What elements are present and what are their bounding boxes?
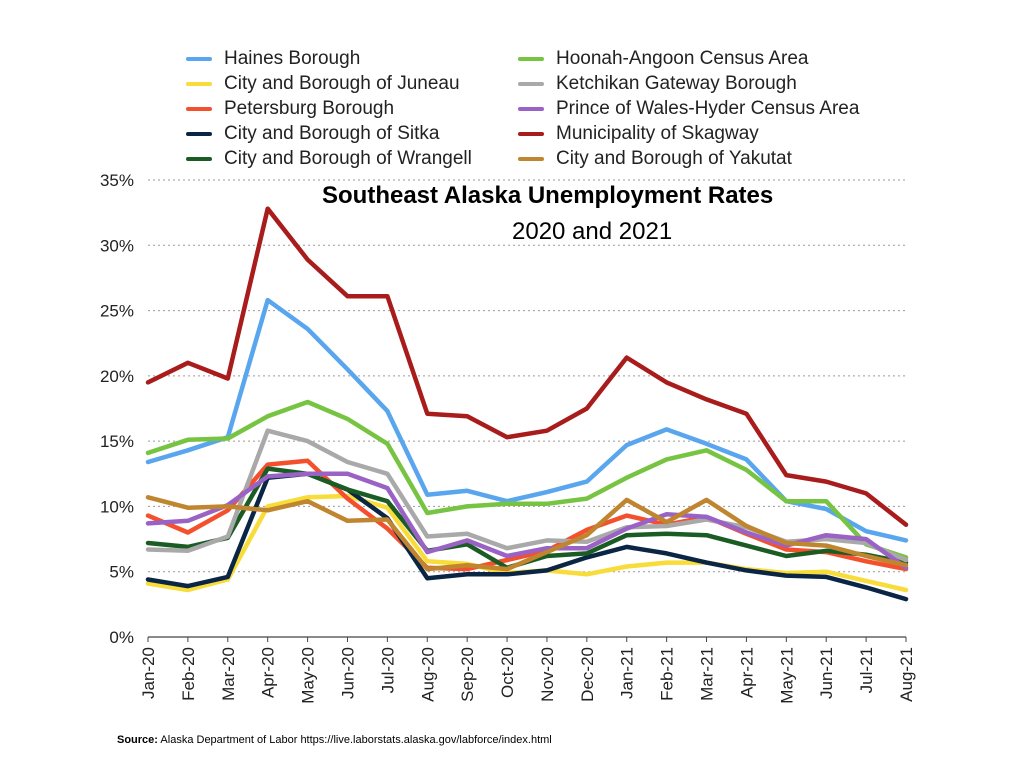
chart-title: Southeast Alaska Unemployment Rates bbox=[322, 182, 774, 209]
x-tick-label: Jun-20 bbox=[338, 647, 357, 699]
source-label: Source: bbox=[117, 734, 158, 746]
x-tick-label: Mar-20 bbox=[219, 647, 238, 701]
legend-swatch bbox=[186, 107, 212, 111]
y-tick-label: 35% bbox=[100, 171, 134, 190]
legend-label: Petersburg Borough bbox=[224, 98, 395, 119]
legend-item-municipality-of-skagway: Municipality of Skagway bbox=[518, 122, 759, 146]
x-tick-label: Apr-21 bbox=[737, 647, 756, 698]
chart-subtitle: 2020 and 2021 bbox=[512, 218, 673, 245]
legend-label: Haines Borough bbox=[224, 48, 361, 69]
x-tick-label: Aug-21 bbox=[897, 647, 916, 702]
x-tick-label: Feb-21 bbox=[658, 647, 677, 701]
series-line-city-and-borough-of-sitka bbox=[145, 471, 909, 602]
y-tick-label: 0% bbox=[109, 628, 134, 647]
legend-item-city-and-borough-of-sitka: City and Borough of Sitka bbox=[186, 122, 439, 146]
legend-label: City and Borough of Sitka bbox=[224, 123, 440, 144]
y-tick-label: 25% bbox=[100, 302, 134, 321]
x-axis: Jan-20 Feb-20 Mar-20 Apr-20 May-20 Jun-20 Jul-… bbox=[139, 637, 916, 704]
legend-label: Ketchikan Gateway Borough bbox=[556, 73, 797, 94]
legend-swatch bbox=[518, 157, 544, 161]
legend-label: Prince of Wales-Hyder Census Area bbox=[556, 98, 860, 119]
legend-swatch bbox=[186, 57, 212, 61]
legend-label: Hoonah-Angoon Census Area bbox=[556, 48, 809, 69]
source-note: Source: Alaska Department of Labor https… bbox=[117, 734, 552, 746]
x-tick-label: Jan-21 bbox=[618, 647, 637, 699]
series-line-municipality-of-skagway bbox=[145, 206, 909, 527]
gridlines bbox=[148, 179, 906, 638]
legend-item-ketchikan-gateway-borough: Ketchikan Gateway Borough bbox=[518, 72, 797, 96]
legend-label: Municipality of Skagway bbox=[556, 123, 759, 144]
series-line-hoonah-angoon-census-area bbox=[145, 399, 909, 560]
legend-label: City and Borough of Yakutat bbox=[556, 148, 792, 169]
legend-swatch bbox=[186, 82, 212, 86]
legend-swatch bbox=[186, 157, 212, 161]
y-tick-label: 5% bbox=[109, 563, 134, 582]
series-lines bbox=[145, 206, 909, 602]
x-tick-label: Oct-20 bbox=[498, 647, 517, 698]
x-tick-label: Mar-21 bbox=[698, 647, 717, 701]
legend-label: City and Borough of Wrangell bbox=[224, 148, 472, 169]
x-tick-label: Feb-20 bbox=[179, 647, 198, 701]
x-tick-label: Nov-20 bbox=[538, 647, 557, 702]
series-line-prince-of-wales-hyder-census-area bbox=[145, 471, 909, 571]
x-tick-label: Dec-20 bbox=[578, 647, 597, 702]
x-tick-label: Jul-20 bbox=[378, 647, 397, 693]
x-tick-label: May-20 bbox=[299, 647, 318, 704]
legend-swatch bbox=[518, 132, 544, 136]
legend-swatch bbox=[518, 82, 544, 86]
x-tick-label: Jan-20 bbox=[139, 647, 158, 699]
legend-swatch bbox=[518, 107, 544, 111]
x-tick-label: Aug-20 bbox=[418, 647, 437, 702]
legend-item-city-and-borough-of-yakutat: City and Borough of Yakutat bbox=[518, 147, 792, 171]
legend-swatch bbox=[518, 57, 544, 61]
y-axis: 0% 5% 10% 15% 20% 25% 30% 35% bbox=[100, 171, 134, 647]
x-tick-label: Jun-21 bbox=[817, 647, 836, 699]
y-tick-label: 20% bbox=[100, 367, 134, 386]
source-text: Alaska Department of Labor https://live.… bbox=[160, 734, 552, 746]
series-line-city-and-borough-of-yakutat bbox=[145, 495, 909, 572]
legend-swatch bbox=[186, 132, 212, 136]
legend-item-city-and-borough-of-wrangell: City and Borough of Wrangell bbox=[186, 147, 472, 171]
legend-item-haines-borough: Haines Borough bbox=[186, 47, 360, 71]
x-tick-label: Jul-21 bbox=[857, 647, 876, 693]
series-line-petersburg-borough bbox=[145, 458, 909, 572]
legend-item-petersburg-borough: Petersburg Borough bbox=[186, 97, 394, 121]
x-tick-label: Apr-20 bbox=[259, 647, 278, 698]
y-tick-label: 10% bbox=[100, 497, 134, 516]
y-tick-label: 15% bbox=[100, 432, 134, 451]
legend-label: City and Borough of Juneau bbox=[224, 73, 460, 94]
y-tick-label: 30% bbox=[100, 236, 134, 255]
legend-item-city-and-borough-of-juneau: City and Borough of Juneau bbox=[186, 72, 460, 96]
x-tick-label: Sep-20 bbox=[458, 647, 477, 702]
x-tick-label: May-21 bbox=[777, 647, 796, 704]
legend-item-hoonah-angoon-census-area: Hoonah-Angoon Census Area bbox=[518, 47, 808, 71]
legend-item-prince-of-wales-hyder-census-area: Prince of Wales-Hyder Census Area bbox=[518, 97, 859, 121]
